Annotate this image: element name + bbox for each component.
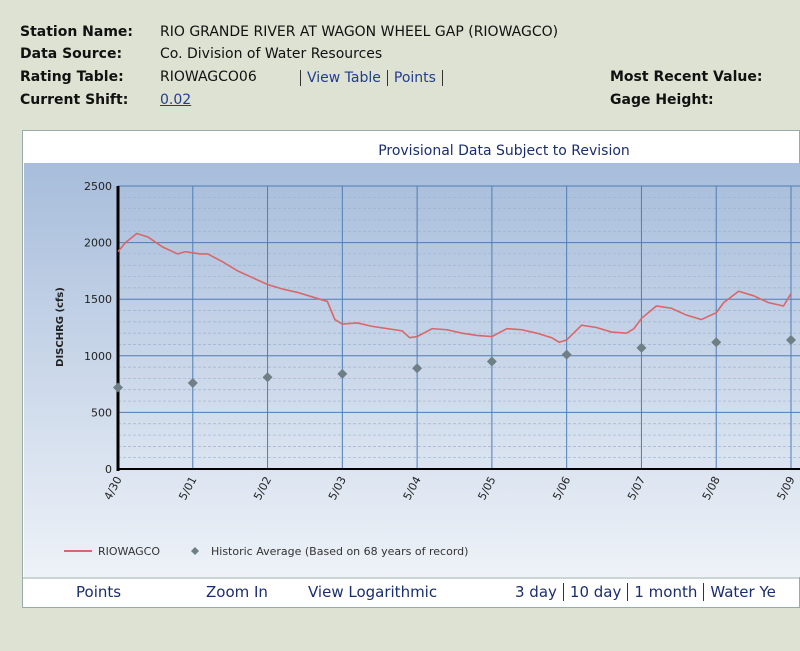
historic-point [337,368,348,379]
legend-marker [191,547,199,555]
field-value[interactable]: 0.02 [160,92,192,108]
footer: Points Zoom In View Logarithmic 3 day 10 day… [22,580,800,606]
field-label: Data Source: [20,46,123,62]
link[interactable]: Points [393,70,436,86]
field-label: Gage Height: [610,92,714,108]
link[interactable]: Zoom In [206,583,268,601]
y-tick-label: 2500 [84,180,112,193]
link[interactable]: 3 day [515,583,557,601]
link[interactable]: Points [76,583,122,601]
separator [386,70,388,86]
link[interactable]: 10 day [569,583,622,601]
link[interactable]: 1 month [634,583,698,601]
historic-point [412,363,423,374]
link[interactable]: Water Ye [710,583,776,601]
data-line [117,232,792,344]
separator [562,583,564,601]
y-tick-label: 1000 [84,350,112,363]
field-value: RIO GRANDE RIVER AT WAGON WHEEL GAP (RIO… [160,24,559,40]
chart-title: Provisional Data Subject to Revision [378,143,630,159]
y-tick-label: 2000 [84,237,112,250]
historic-point [786,334,796,345]
range-links: 3 day 10 day 1 month Water Ye [515,583,776,601]
historic-point [636,342,647,353]
rating-links: View Table Points [300,70,443,86]
y-axis-label: DISCHRG (cfs) [55,287,66,367]
y-tick-label: 1500 [84,293,112,306]
separator [627,583,629,601]
link[interactable]: View Logarithmic [308,583,438,601]
field-value: RIOWAGCO06 [160,69,257,85]
historic-point [113,382,123,393]
field-label: Current Shift: [20,92,129,108]
historic-point [486,356,497,367]
separator [703,583,705,601]
legend-label: Historic Average (Based on 68 years of r… [211,545,468,558]
historic-point [561,349,572,360]
field-label: Station Name: [20,24,134,40]
historic-point [187,377,198,388]
y-tick-label: 0 [105,463,112,476]
field-label: Most Recent Value: [610,69,763,85]
historic-point [711,337,722,348]
legend-label: RIOWAGCO [98,545,160,558]
historic-point [262,372,273,383]
link[interactable]: View Table [307,70,381,86]
chart: Provisional Data Subject to Revision 0 500… [22,143,800,579]
y-tick-label: 500 [91,406,112,419]
chart-panel: Provisional Data Subject to Revision 0 500… [22,130,800,608]
plot-background [24,163,800,577]
field-label: Rating Table: [20,69,124,85]
field-value: Co. Division of Water Resources [160,46,383,62]
